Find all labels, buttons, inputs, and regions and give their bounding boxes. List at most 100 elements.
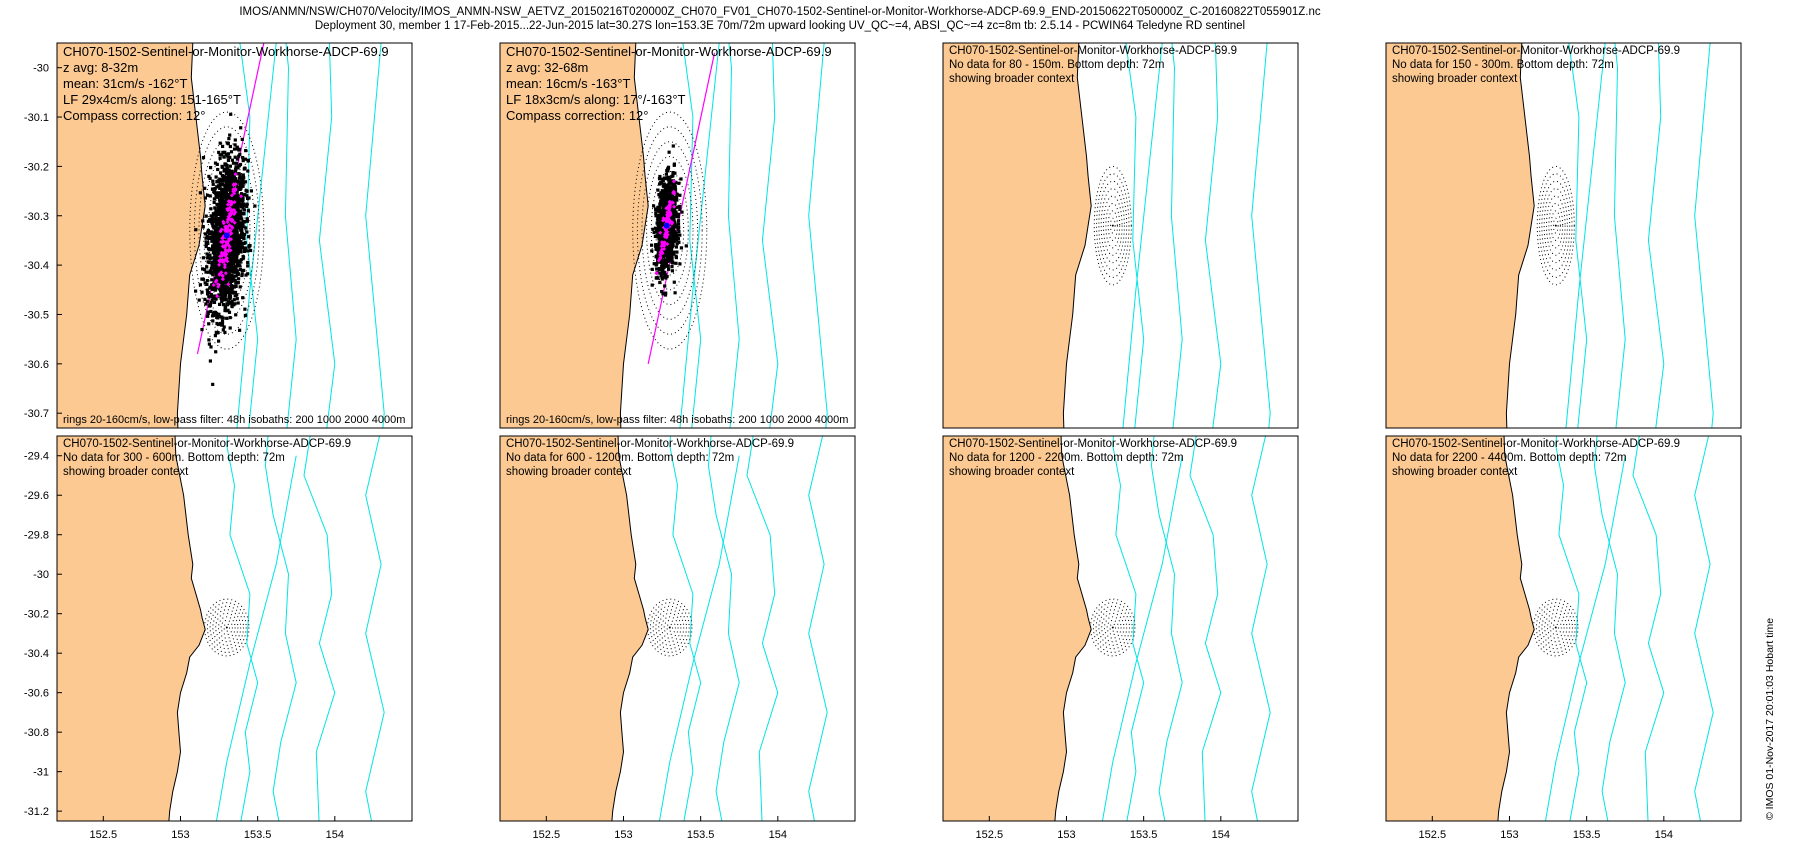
scatter-point bbox=[212, 255, 216, 259]
scatter-point bbox=[240, 245, 244, 249]
scatter-point bbox=[656, 188, 660, 192]
lowpass-point bbox=[227, 199, 232, 204]
velocity-ring bbox=[652, 605, 687, 650]
scatter-point bbox=[244, 273, 248, 277]
land-area bbox=[1386, 43, 1535, 428]
velocity-ring bbox=[1102, 195, 1123, 256]
scatter-point bbox=[211, 260, 215, 265]
scatter-point bbox=[223, 241, 227, 246]
scatter-point bbox=[211, 313, 215, 317]
scatter-point bbox=[216, 217, 221, 221]
lowpass-point bbox=[218, 259, 223, 264]
scatter-point bbox=[211, 217, 215, 221]
lowpass-point bbox=[223, 253, 228, 258]
scatter-point bbox=[222, 183, 226, 187]
scatter-point bbox=[209, 166, 213, 170]
velocity-ring bbox=[1107, 210, 1118, 241]
scatter-point bbox=[224, 293, 228, 297]
scatter-point bbox=[217, 180, 221, 184]
scatter-point bbox=[198, 191, 202, 195]
lowpass-point bbox=[232, 220, 237, 225]
scatter-point bbox=[209, 207, 213, 211]
scatter-point bbox=[654, 244, 658, 248]
scatter-point bbox=[663, 273, 667, 277]
scatter-point bbox=[233, 143, 237, 147]
scatter-point bbox=[240, 230, 244, 234]
scatter-point bbox=[242, 208, 246, 212]
scatter-point bbox=[233, 138, 237, 142]
scatter-point bbox=[234, 167, 238, 171]
deployment-subtitle: Deployment 30, member 1 17-Feb-2015...22… bbox=[314, 20, 1246, 32]
axes-frame bbox=[499, 42, 856, 429]
scatter-point bbox=[239, 240, 243, 244]
scatter-point bbox=[214, 222, 219, 226]
scatter-point bbox=[209, 271, 213, 275]
scatter-point bbox=[672, 280, 676, 284]
scatter-point bbox=[208, 257, 212, 261]
velocity-ring bbox=[1552, 217, 1559, 234]
scatter-point bbox=[235, 189, 239, 193]
scatter-point bbox=[204, 214, 208, 218]
velocity-ring bbox=[649, 602, 690, 653]
scatter-point bbox=[233, 177, 237, 181]
velocity-ring bbox=[1100, 188, 1125, 264]
scatter-point bbox=[215, 268, 219, 272]
scatter-point bbox=[211, 182, 215, 186]
scatter-point bbox=[223, 237, 227, 241]
scatter-point bbox=[235, 253, 239, 257]
panel-info-line: showing broader context bbox=[949, 466, 1075, 478]
scatter-point bbox=[210, 221, 214, 225]
scatter-point bbox=[654, 263, 658, 267]
scatter-point bbox=[669, 190, 673, 194]
scatter-point bbox=[218, 234, 222, 238]
scatter-point bbox=[218, 289, 223, 293]
scatter-point bbox=[221, 214, 225, 218]
scatter-point bbox=[239, 247, 243, 251]
scatter-point bbox=[222, 169, 226, 173]
scatter-point bbox=[227, 273, 231, 277]
scatter-point bbox=[210, 256, 214, 260]
scatter-point bbox=[679, 177, 683, 181]
scatter-point bbox=[663, 249, 667, 253]
scatter-point bbox=[676, 228, 680, 232]
scatter-point bbox=[215, 315, 219, 319]
velocity-ring bbox=[663, 619, 676, 636]
scatter-point bbox=[213, 161, 218, 165]
scatter-point bbox=[245, 194, 249, 198]
scatter-point bbox=[204, 236, 208, 240]
scatter-point bbox=[237, 211, 241, 215]
scatter-point bbox=[666, 167, 670, 171]
scatter-point bbox=[664, 172, 668, 176]
scatter-point bbox=[210, 236, 214, 240]
scatter-point bbox=[235, 197, 239, 201]
panel-info-line: No data for 80 - 150m. Bottom depth: 72m bbox=[949, 59, 1164, 71]
scatter-point bbox=[241, 156, 245, 160]
isobath-line bbox=[1647, 43, 1665, 428]
scatter-point bbox=[239, 126, 243, 130]
scatter-point bbox=[201, 156, 206, 160]
scatter-point bbox=[217, 231, 221, 235]
scatter-point bbox=[240, 217, 244, 221]
velocity-ring bbox=[650, 170, 689, 291]
scatter-point bbox=[238, 147, 242, 151]
velocity-ring bbox=[655, 609, 685, 646]
scatter-point bbox=[674, 210, 678, 214]
file-path-title: IMOS/ANMN/NSW/CH070/Velocity/IMOS_ANMN-N… bbox=[239, 6, 1321, 18]
scatter-point bbox=[673, 231, 677, 235]
y-tick-label: -29.8 bbox=[24, 530, 49, 542]
scatter-point bbox=[220, 262, 224, 266]
scatter-point bbox=[664, 245, 668, 249]
lowpass-point bbox=[668, 212, 673, 217]
scatter-point bbox=[239, 249, 243, 254]
scatter-point bbox=[234, 204, 238, 208]
velocity-ring bbox=[198, 141, 256, 320]
lowpass-point bbox=[222, 265, 227, 270]
scatter-point bbox=[673, 186, 677, 190]
scatter-point bbox=[670, 265, 674, 269]
x-tick-label: 154 bbox=[1212, 829, 1230, 841]
scatter-point bbox=[671, 209, 675, 213]
velocity-ring bbox=[1095, 605, 1130, 650]
scatter-point bbox=[212, 200, 216, 204]
scatter-point bbox=[213, 190, 217, 194]
